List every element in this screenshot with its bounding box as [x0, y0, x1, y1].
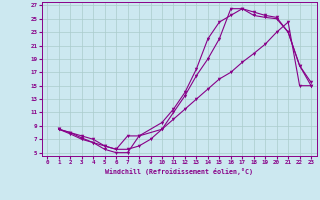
- X-axis label: Windchill (Refroidissement éolien,°C): Windchill (Refroidissement éolien,°C): [105, 168, 253, 175]
